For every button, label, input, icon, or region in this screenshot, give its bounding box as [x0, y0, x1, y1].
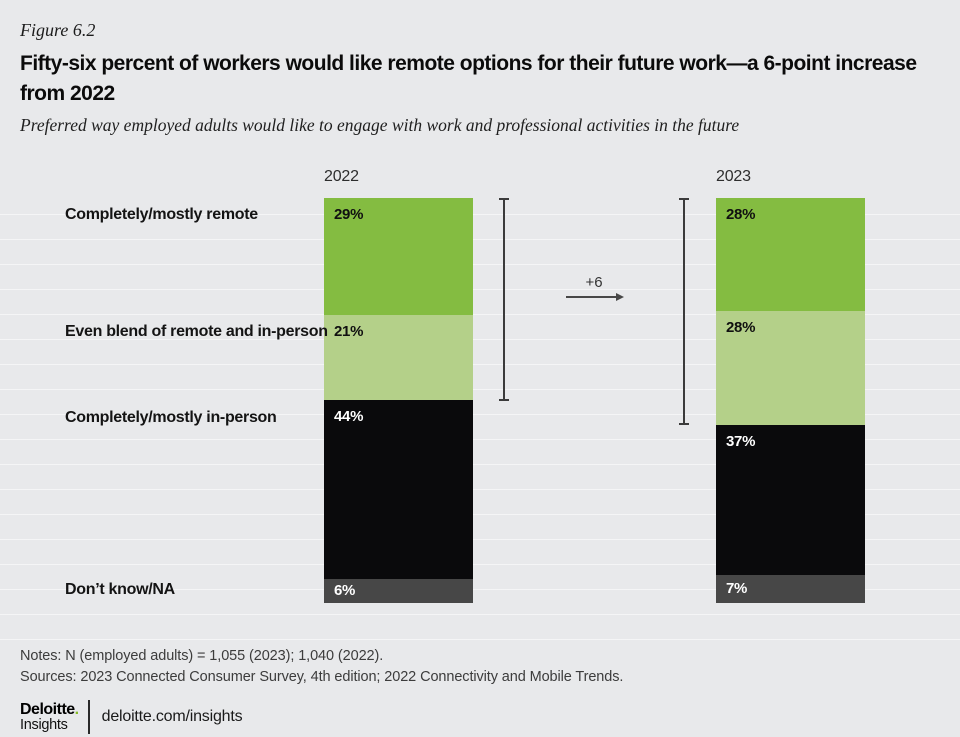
- bar-segment: 21%: [324, 315, 473, 401]
- segment-value-label: 37%: [726, 432, 756, 450]
- figure-subtitle: Preferred way employed adults would like…: [20, 115, 740, 135]
- bar-segment: 28%: [716, 198, 865, 312]
- bracket-line: [683, 198, 685, 425]
- footer-divider: [87, 700, 90, 734]
- bar-segment: 37%: [716, 424, 865, 575]
- bar-segment: 6%: [324, 578, 473, 603]
- segment-value-label: 28%: [726, 206, 756, 223]
- segment-value-label: 28%: [726, 319, 756, 337]
- change-annotation: +6: [566, 274, 624, 301]
- bar-segment: 28%: [716, 311, 865, 425]
- brand-word: Deloitte: [20, 701, 75, 718]
- bar-segment: 44%: [324, 400, 473, 579]
- segment-value-label: 44%: [334, 408, 364, 426]
- arrow-line: [566, 293, 624, 301]
- figure-label: Figure 6.2: [20, 20, 96, 40]
- bracket-cap-bottom: [679, 422, 689, 425]
- brand-sub: Insights: [20, 717, 68, 733]
- change-annotation-label: +6: [585, 274, 603, 291]
- figure-title: Fifty-six percent of workers would like …: [20, 52, 917, 105]
- footer: Deloitte. Insights deloitte.com/insights: [20, 700, 243, 734]
- notes-text: Notes: N (employed adults) = 1,055 (2023…: [20, 648, 384, 664]
- bracket-line: [503, 198, 505, 401]
- column-header-2022: 2022: [324, 168, 359, 185]
- change-bracket-2023: [679, 198, 689, 425]
- category-label: Completely/mostly in-person: [65, 408, 277, 426]
- segment-value-label: 29%: [334, 206, 364, 223]
- column-header-2023: 2023: [716, 168, 751, 185]
- segment-value-label: 7%: [726, 579, 748, 597]
- bar-segment: 7%: [716, 574, 865, 603]
- stacked-bar-2022: 29% 21% 44% 6%: [324, 198, 473, 603]
- bracket-cap-top: [499, 198, 509, 200]
- bracket-cap-top: [679, 198, 689, 200]
- arrow-head-icon: [616, 293, 624, 301]
- segment-value-label: 6%: [334, 581, 356, 599]
- change-bracket-2022: [499, 198, 509, 401]
- bar-segment: 29%: [324, 198, 473, 316]
- brand-name: Deloitte.: [20, 701, 79, 718]
- category-label: Completely/mostly remote: [65, 206, 258, 223]
- segment-value-label: 21%: [334, 323, 364, 341]
- category-label: Don’t know/NA: [65, 581, 175, 599]
- bracket-cap-bottom: [499, 398, 509, 401]
- green-dot-icon: .: [74, 701, 79, 718]
- sources-text: Sources: 2023 Connected Consumer Survey,…: [20, 669, 624, 685]
- deloitte-insights-logo: Deloitte. Insights: [20, 701, 79, 733]
- stacked-bar-2023: 28% 28% 37% 7%: [716, 198, 865, 603]
- category-label: Even blend of remote and in-person: [65, 323, 328, 341]
- footer-url-link[interactable]: deloitte.com/insights: [101, 708, 243, 725]
